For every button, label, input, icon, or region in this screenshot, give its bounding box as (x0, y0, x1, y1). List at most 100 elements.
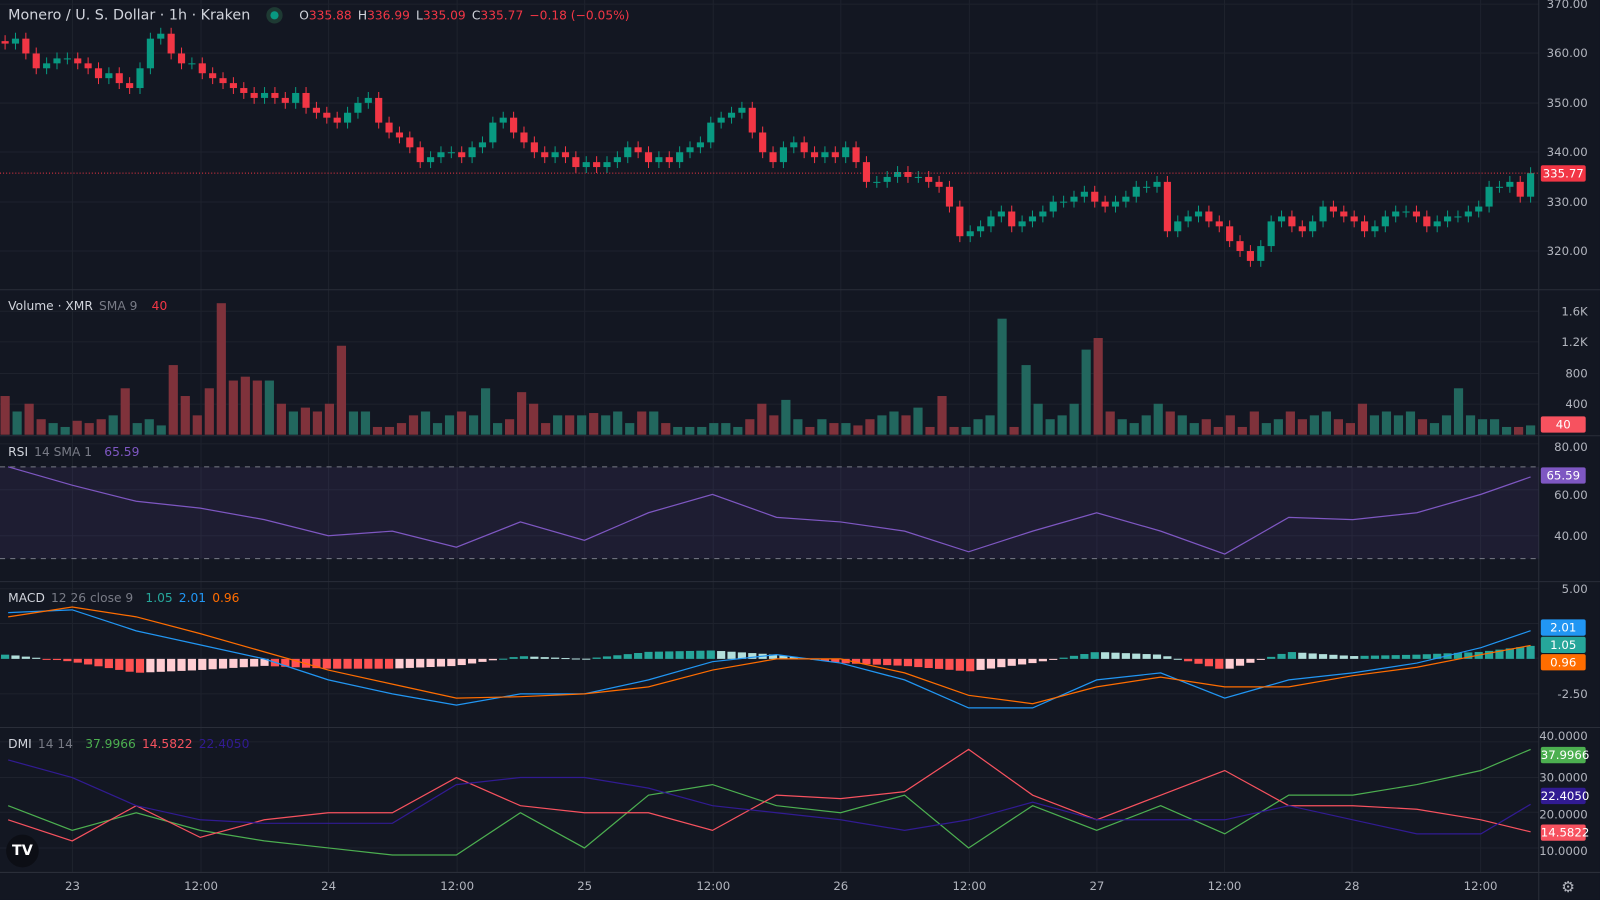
macd-histogram-bar (1007, 658, 1016, 666)
candle-body (1257, 246, 1265, 261)
candle-body (1060, 201, 1068, 203)
candle-body (188, 63, 196, 65)
volume-bar (72, 420, 82, 435)
volume-bar (1405, 411, 1416, 435)
macd-histogram-bar (239, 658, 248, 668)
macd-histogram-bar (457, 658, 466, 666)
macd-histogram-bar (353, 658, 363, 669)
volume-bar (360, 411, 371, 435)
macd-tick: -2.50 (1557, 686, 1588, 702)
candle-body (810, 152, 819, 158)
rsi-legend[interactable]: RSI 14 SMA 1 65.59 (8, 445, 139, 459)
candle-body (655, 157, 663, 163)
volume-bar (985, 415, 995, 435)
volume-bar (601, 415, 611, 435)
volume-bar (505, 419, 515, 435)
volume-bar (541, 423, 551, 435)
macd-histogram-bar (519, 656, 529, 659)
candle-body (468, 147, 476, 158)
volume-bar (709, 423, 719, 435)
macd-histogram-bar (63, 658, 72, 662)
candle-body (84, 63, 92, 69)
volume-bar (1249, 411, 1259, 435)
macd-legend[interactable]: MACD 12 26 close 9 1.05 2.01 0.96 (8, 591, 239, 605)
dmi-legend[interactable]: DMI 14 14 37.9966 14.5822 22.4050 (8, 737, 249, 751)
macd-histogram-bar (1516, 647, 1525, 659)
volume-bar (577, 415, 587, 435)
settings-gear-icon[interactable]: ⚙ (1561, 877, 1575, 896)
macd-histogram-bar (1453, 652, 1463, 659)
macd-param: 12 26 close 9 (51, 590, 134, 606)
macd-histogram-bar (488, 658, 497, 661)
last-price-tag: 335.77 (1540, 165, 1586, 182)
price-tick: 340.00 (1546, 144, 1588, 160)
candle-body (32, 53, 40, 69)
candle-body (489, 122, 497, 143)
macd-histogram-bar (551, 657, 560, 659)
volume-bar (168, 365, 178, 435)
macd-histogram-bar (654, 651, 663, 659)
time-tick: 12:00 (440, 878, 475, 893)
candle-body (198, 63, 206, 74)
volume-bar (1093, 338, 1103, 435)
candle-body (406, 137, 414, 148)
rsi-tick: 80.00 (1554, 439, 1588, 455)
macd-histogram-bar (187, 658, 196, 671)
volume-bar (745, 419, 755, 435)
macd-histogram-bar (644, 651, 653, 659)
macd-histogram-bar (789, 656, 798, 659)
candle-body (1392, 211, 1400, 217)
macd-histogram-bar (1018, 658, 1027, 665)
symbol-title[interactable]: Monero / U. S. Dollar · 1h · Kraken (8, 7, 251, 24)
macd-histogram-bar (333, 658, 342, 669)
candle-body (53, 58, 61, 64)
price-tick: 320.00 (1546, 243, 1588, 259)
volume-legend[interactable]: Volume · XMR SMA 9 40 (8, 299, 167, 313)
macd-histogram-bar (1184, 658, 1193, 662)
macd-histogram-bar (582, 658, 591, 660)
candle-body (1277, 216, 1286, 222)
macd-histogram-bar (416, 658, 425, 668)
macd-histogram-bar (1049, 658, 1058, 660)
volume-bar (1033, 403, 1043, 435)
candle-body (447, 152, 455, 154)
candle-body (323, 112, 331, 118)
candle-body (603, 162, 611, 168)
macd-histogram-bar (1235, 658, 1245, 666)
candle-body (987, 216, 995, 227)
macd-histogram-bar (73, 658, 82, 663)
volume-bar (480, 388, 491, 435)
time-tick: 28 (1344, 878, 1360, 893)
candle-body (1018, 221, 1026, 227)
macd-histogram-bar (405, 658, 414, 668)
time-tick: 25 (577, 878, 593, 893)
candle-body (1, 41, 9, 44)
tradingview-logo[interactable]: TV (6, 834, 39, 868)
macd-histogram-bar (986, 658, 996, 669)
open-label: O (299, 8, 309, 23)
time-tick: 12:00 (184, 878, 218, 893)
low-label: L (416, 8, 423, 23)
macd-histogram-bar (924, 658, 933, 668)
macd-histogram-bar (851, 658, 861, 664)
macd-histogram-bar (281, 658, 290, 667)
time-tick: 23 (64, 878, 80, 893)
rsi-tick: 60.00 (1554, 487, 1588, 503)
candle-body (613, 157, 621, 163)
macd-histogram-bar (499, 658, 508, 660)
macd-histogram-bar (530, 656, 539, 659)
candle-body (354, 102, 362, 113)
volume-bar (901, 415, 911, 435)
macd-histogram-bar (478, 658, 487, 662)
candle-body (177, 53, 186, 64)
volume-bar (84, 423, 94, 435)
candle-body (852, 147, 860, 163)
macd-histogram-bar (84, 658, 93, 665)
macd-histogram-bar (364, 658, 373, 669)
candle-body (375, 97, 383, 123)
candle-body (136, 68, 144, 89)
price-tick: 350.00 (1546, 95, 1588, 111)
macd-histogram-bar (872, 658, 881, 665)
